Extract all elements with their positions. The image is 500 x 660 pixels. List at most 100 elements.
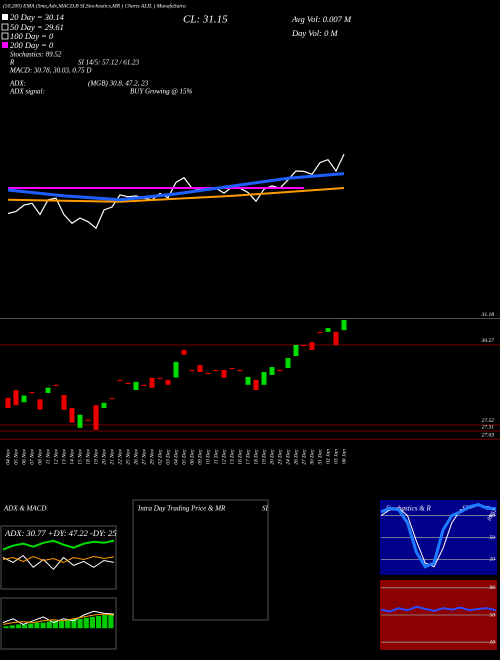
y-tick-label: 50 <box>490 535 496 541</box>
candle <box>229 367 235 370</box>
x-tick-label: 30 Dec <box>309 448 315 465</box>
candle <box>13 390 19 406</box>
x-tick-label: 12 Dec <box>221 448 227 464</box>
x-tick-label: 29 Nov <box>149 448 155 464</box>
legend-ema-20: 20 Day = 30.14 <box>10 12 65 22</box>
x-tick-label: 19 Dec <box>261 448 267 464</box>
bar <box>34 622 40 629</box>
candle <box>341 319 347 331</box>
panel-title: ADX & MACD <box>3 505 46 513</box>
y-tick-label: 31.18 <box>481 312 495 318</box>
header-title: (50,200) EMA (Sma,Adx,MACD,B SI,Stochast… <box>3 2 186 9</box>
legend-ema-200: 200 Day = 0 <box>10 40 54 50</box>
close-text: CL: 31.15 <box>183 14 228 26</box>
bar <box>22 624 28 629</box>
panel-border <box>0 525 117 590</box>
candle <box>53 384 59 387</box>
candle <box>237 369 243 372</box>
x-tick-label: 20 Nov <box>101 448 107 464</box>
rsi-text: SI 14/5: 57.12 / 61.23 <box>78 59 140 67</box>
bar <box>108 614 114 629</box>
adx-signal: ADX signal: <box>9 88 45 96</box>
candle <box>253 379 259 391</box>
day-vol: Day Vol: 0 M <box>291 28 338 38</box>
candle <box>45 387 51 393</box>
bar <box>46 621 52 629</box>
x-tick-label: 07 Nov <box>29 448 35 464</box>
x-tick-label: 12 Nov <box>53 448 59 464</box>
bar <box>102 615 108 629</box>
bar <box>15 624 21 629</box>
candle <box>333 331 339 345</box>
avg-vol: Avg Vol: 0.007 M <box>291 14 352 24</box>
x-tick-label: 19 Nov <box>93 448 99 464</box>
series-line <box>2 613 115 625</box>
y-tick-label: 50 <box>490 612 496 618</box>
candle <box>61 394 67 410</box>
stochastics-text: Stochastics: 89.52 <box>10 51 62 59</box>
series-line <box>7 187 345 203</box>
candle <box>181 349 187 355</box>
candle <box>109 397 115 400</box>
candle <box>301 344 307 347</box>
x-tick-label: 27 Dec <box>301 448 307 464</box>
x-tick-label: 17 Dec <box>245 448 251 464</box>
y-tick-label: 10 <box>490 639 496 645</box>
series-line <box>2 539 115 551</box>
x-tick-label: 11 Nov <box>45 448 51 464</box>
y-tick-label: 30.27 <box>481 338 495 344</box>
bar <box>40 622 46 629</box>
bar <box>52 620 58 629</box>
bar <box>83 617 89 629</box>
candle <box>21 395 27 403</box>
candle <box>69 408 75 423</box>
bar <box>96 615 102 629</box>
x-tick-label: 11 Dec <box>213 448 219 464</box>
x-tick-label: 03 Dec <box>165 448 171 464</box>
x-tick-label: 04 Dec <box>172 448 179 464</box>
x-tick-label: 14 Nov <box>68 448 75 464</box>
panel-label: ADX: 30.77 +DY: 47.22 -DY: 25 <box>4 528 117 538</box>
candle <box>277 369 283 372</box>
x-tick-label: 23 Dec <box>277 448 283 464</box>
candle <box>261 372 267 385</box>
bar <box>65 619 71 629</box>
series-line <box>7 172 345 202</box>
bar <box>9 625 15 629</box>
candle <box>309 342 315 350</box>
candle <box>93 405 99 430</box>
y-tick-label: 80 <box>490 513 496 519</box>
y-tick-label: 27.52 <box>482 418 495 424</box>
panel-border <box>132 499 269 621</box>
x-tick-label: 10 Dec <box>205 448 211 464</box>
x-tick-label: 06 Nov <box>21 448 27 464</box>
x-tick-label: 25 Nov <box>125 448 131 464</box>
legend-swatch <box>1 32 9 40</box>
bar <box>71 618 77 629</box>
x-tick-label: 05 Dec <box>181 448 187 464</box>
candle <box>5 397 11 409</box>
annotation: 89.52 <box>487 508 499 522</box>
x-tick-label: 02 Dec <box>157 448 163 464</box>
series-line <box>380 503 497 569</box>
x-tick-label: 24 Dec <box>284 448 291 464</box>
r-text: R <box>9 59 15 67</box>
x-tick-label: 21 Nov <box>109 448 115 464</box>
x-tick-label: 06 Dec <box>189 448 195 464</box>
panel-border <box>0 597 117 650</box>
candle <box>85 419 91 421</box>
x-tick-label: 04 Nov <box>4 448 11 464</box>
candle <box>317 331 323 334</box>
y-tick-label: 27.31 <box>482 424 495 430</box>
adx-signal-value: BUY Growing @ 15% <box>130 88 193 96</box>
x-tick-label: 09 Dec <box>197 448 203 464</box>
candle <box>221 369 227 378</box>
x-tick-label: 18 Dec <box>253 448 259 464</box>
series-line <box>380 605 497 613</box>
bar <box>59 620 65 629</box>
macd-text: MACD: 30.78, 30.03, 0.75 D <box>9 67 91 75</box>
x-tick-label: 18 Nov <box>85 448 91 464</box>
candle <box>173 361 179 378</box>
candle <box>285 358 291 368</box>
panel-title-suffix: SI <box>262 505 269 513</box>
